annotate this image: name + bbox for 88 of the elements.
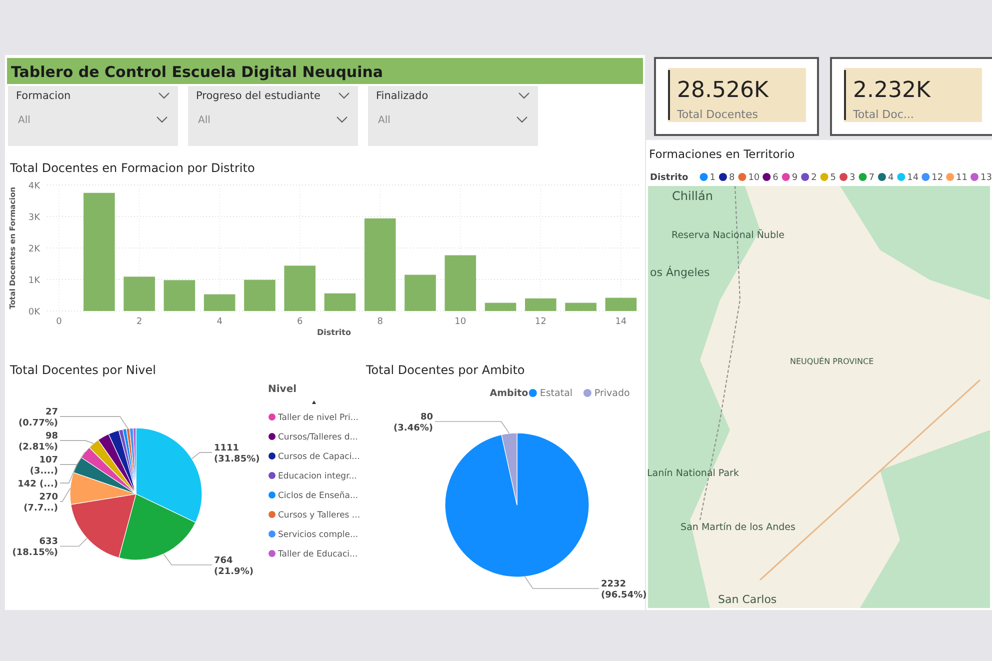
x-tick-label: 0 — [56, 317, 62, 327]
bar — [444, 255, 476, 311]
x-tick-label: 2 — [136, 317, 142, 327]
legend-title: Distrito — [650, 173, 688, 183]
x-tick-label: 8 — [377, 317, 384, 327]
category-label: 10 — [748, 173, 760, 183]
category-label: 12 — [932, 173, 944, 183]
data-label: 2232 (96.54%) — [601, 580, 647, 601]
data-label: 270 (7.7...) — [24, 492, 58, 514]
text: All — [378, 115, 390, 126]
text: 28.526K — [677, 78, 769, 103]
bar — [164, 280, 196, 311]
category-label: 8 — [728, 173, 735, 183]
text: San Martín de los Andes — [680, 522, 796, 533]
legend-label: Taller de nivel Pri... — [277, 413, 358, 423]
x-tick-label: 4 — [216, 317, 223, 327]
text: Chillán — [672, 189, 713, 203]
category-label: 6 — [772, 173, 779, 183]
text: Formaciones en Territorio — [649, 147, 795, 161]
category-label: 7 — [868, 173, 874, 183]
data-label: 107 (3....) — [30, 456, 58, 477]
legend-label: Privado — [594, 388, 630, 399]
legend-label: Educacion integr... — [278, 472, 357, 482]
data-label: 80 (3.46%) — [394, 412, 433, 434]
data-label: 142 (...) — [18, 480, 58, 490]
data-label: 98 (2.81%) — [18, 432, 58, 453]
y-tick-label: 0K — [28, 308, 42, 318]
x-tick-label: 14 — [615, 317, 627, 327]
legend-label: Ciclos de Enseña... — [278, 491, 358, 501]
text: All — [18, 115, 30, 126]
legend-label: Servicios comple... — [278, 530, 358, 540]
text: os Ángeles — [650, 265, 710, 279]
y-tick-label: 1K — [28, 276, 42, 286]
text: San Carlos — [718, 593, 777, 606]
bar — [484, 302, 516, 311]
chart-title: Total Docentes por Ambito — [365, 363, 525, 377]
y-tick-label: 4K — [28, 182, 42, 192]
text: All — [198, 115, 210, 126]
category-label: 11 — [956, 173, 968, 183]
category-label: 14 — [907, 173, 919, 183]
x-axis-title: Distrito — [317, 328, 352, 337]
data-label: 1111 (31.85%) — [214, 443, 260, 464]
bar — [364, 218, 396, 311]
legend-label: Estatal — [540, 388, 573, 399]
category-label: 3 — [850, 173, 856, 183]
text: Total Docentes — [676, 108, 758, 121]
bar — [404, 274, 436, 311]
data-label: 764 (21.9%) — [214, 556, 254, 577]
text: Tablero de Control Escuela Digital Neuquina — [11, 63, 384, 81]
text: Lanín National Park — [647, 468, 740, 479]
bar — [204, 294, 236, 311]
text: Total Doc... — [852, 108, 914, 121]
legend-label: Cursos/Talleres d... — [278, 432, 358, 442]
chart-title: Total Docentes en Formacion por Distrito — [9, 161, 255, 175]
text: NEUQUÉN PROVINCE — [790, 356, 874, 366]
x-tick-label: 12 — [534, 317, 546, 327]
bar — [244, 280, 276, 311]
y-tick-label: 3K — [28, 213, 42, 223]
bar — [525, 298, 556, 311]
bar — [124, 276, 155, 311]
category-label: 1 — [710, 173, 716, 183]
category-label: 2 — [811, 173, 817, 183]
legend-label: Cursos y Talleres ... — [278, 510, 360, 520]
pie-slice — [444, 432, 590, 578]
legend-title: Nivel — [268, 384, 297, 395]
data-label: 633 (18.15%) — [12, 537, 58, 558]
text: Reserva Nacional Ñuble — [672, 229, 785, 241]
bar — [84, 192, 115, 311]
text: 2.232K — [853, 78, 931, 103]
bar — [605, 298, 637, 311]
category-label: 13 — [980, 173, 992, 183]
legend-label: Taller de Educaci... — [277, 550, 358, 560]
category-label: 9 — [792, 173, 798, 183]
category-label: 4 — [888, 173, 894, 183]
category-label: 5 — [830, 173, 836, 183]
bar — [565, 302, 596, 311]
bar — [284, 266, 316, 311]
legend-label: Cursos de Capaci... — [278, 452, 360, 462]
bar — [324, 293, 356, 311]
x-tick-label: 6 — [296, 317, 303, 327]
y-tick-label: 2K — [28, 244, 42, 254]
chart-title: Total Docentes por Nivel — [9, 363, 156, 377]
text: Progreso del estudiante — [196, 90, 320, 102]
text: Formacion — [16, 90, 71, 102]
text: Finalizado — [376, 90, 428, 102]
legend-title: Ambito — [490, 388, 529, 399]
x-tick-label: 10 — [454, 317, 466, 327]
data-label: 27 (0.77%) — [18, 408, 58, 429]
